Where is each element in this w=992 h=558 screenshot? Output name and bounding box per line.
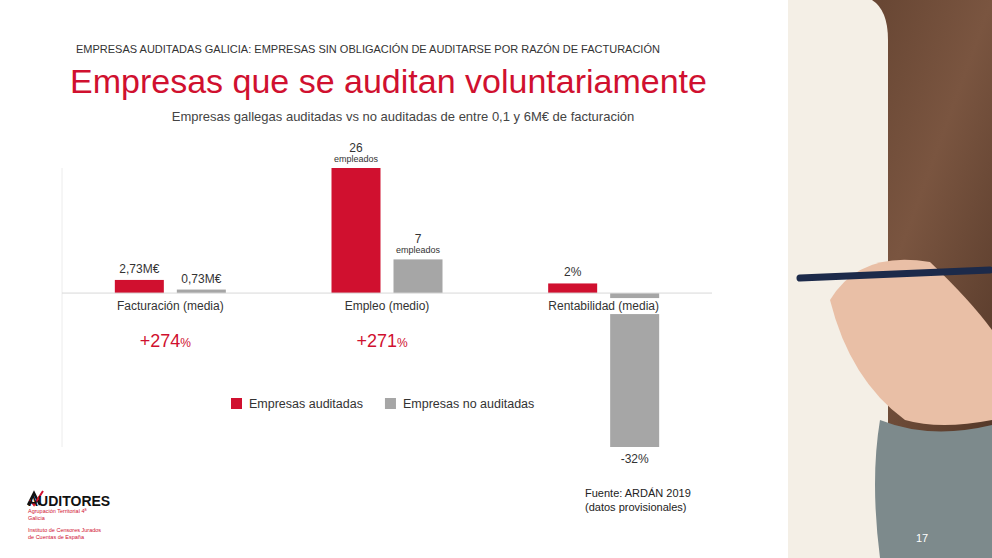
title: Empresas que se auditan voluntariamente	[70, 62, 707, 100]
photo-sleeve	[875, 420, 992, 558]
category-label-group: Rentabilidad (media)	[546, 298, 661, 314]
bar	[115, 280, 164, 293]
data-label: 2,73M€	[119, 262, 159, 276]
source: (datos provisionales)	[585, 501, 687, 513]
data-label: -32%	[621, 452, 649, 466]
annotation-number: +271	[356, 331, 397, 351]
slide: 17 EMPRESAS AUDITADAS GALICIA: EMPRESAS S…	[0, 0, 992, 558]
bar	[332, 168, 381, 293]
label-patch	[343, 298, 432, 314]
annotation: +271%	[356, 331, 408, 351]
logo-name: AUDITORES	[28, 493, 110, 509]
data-label-unit: empleados	[396, 245, 441, 255]
category-label: Empleo (medio)	[345, 299, 430, 313]
data-label-value: 0,73M€	[181, 272, 221, 286]
photo-hand	[830, 260, 992, 425]
bar	[610, 293, 659, 447]
y-axis-line	[62, 168, 63, 447]
logo-line: de Cuentas de España	[28, 534, 85, 540]
annotation-unit: %	[397, 336, 408, 350]
category-label: Rentabilidad (media)	[548, 299, 659, 313]
legend-swatch	[231, 398, 242, 409]
header: EMPRESAS AUDITADAS GALICIA: EMPRESAS SIN…	[76, 43, 660, 55]
label-patch	[115, 298, 226, 314]
bar	[548, 283, 597, 293]
annotation-number: +274	[140, 331, 181, 351]
logo-line: Agrupación Territorial 4ª	[28, 508, 87, 514]
data-label-value: 2%	[564, 265, 582, 279]
legend-label: Empresas no auditadas	[403, 397, 534, 411]
data-label: 7empleados	[396, 232, 441, 255]
data-label-value: 26	[349, 141, 363, 155]
data-label: 2%	[564, 265, 582, 279]
data-label-unit: empleados	[334, 154, 379, 164]
photo-pen	[800, 270, 990, 278]
legend-swatch	[385, 398, 396, 409]
category-label-group: Empleo (medio)	[343, 298, 432, 314]
data-label: 26empleados	[334, 141, 379, 164]
photo-background	[788, 0, 992, 558]
bars	[115, 168, 659, 447]
data-label-value: -32%	[621, 452, 649, 466]
annotation-unit: %	[180, 336, 191, 350]
label-patch	[546, 298, 661, 314]
page-number: 17	[916, 532, 928, 544]
data-label: 0,73M€	[181, 272, 221, 286]
logo-line: Galicia	[28, 515, 46, 521]
source: Fuente: ARDÁN 2019	[585, 487, 691, 499]
data-label-value: 7	[415, 232, 422, 246]
subtitle: Empresas gallegas auditadas vs no audita…	[172, 109, 635, 124]
category-label: Facturación (media)	[117, 299, 224, 313]
bar	[177, 290, 226, 294]
baseline	[62, 293, 712, 294]
data-label-value: 2,73M€	[119, 262, 159, 276]
annotation: +274%	[140, 331, 192, 351]
logo-line: Instituto de Censores Jurados	[28, 527, 101, 533]
legend-label: Empresas auditadas	[249, 397, 363, 411]
category-label-group: Facturación (media)	[115, 298, 226, 314]
bar	[394, 259, 443, 293]
